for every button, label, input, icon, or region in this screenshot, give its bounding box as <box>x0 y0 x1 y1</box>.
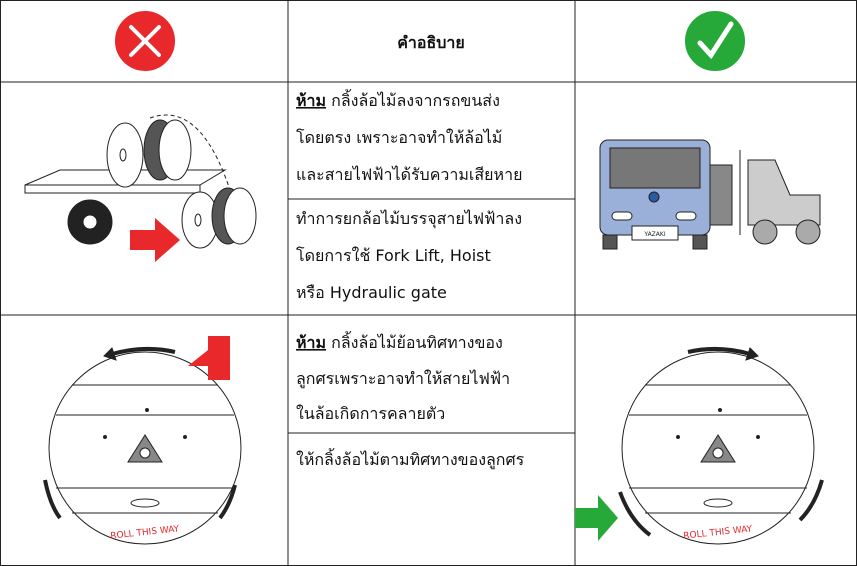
instruction-text: โดยการใช้ Fork Lift, Hoist <box>296 246 491 265</box>
warning-text: ในล้อเกิดการคลายตัว <box>296 404 445 423</box>
truck-forklift-illustration: YAZAKI <box>599 139 821 250</box>
warning-text: โดยตรง เพราะอาจทำให้ล้อไม้ <box>296 128 502 147</box>
instruction-text: ทำการยกล้อไม้บรรจุสายไฟฟ้าลง <box>296 209 522 229</box>
reel-wrong-illustration: ROLL THIS WAY <box>43 336 242 545</box>
header-title: คำอธิบาย <box>397 33 465 52</box>
warning-line: ห้าม กลิ้งล้อไม้ย้อนทิศทางของ <box>296 331 503 352</box>
instruction-text: หรือ Hydraulic gate <box>296 283 447 302</box>
warning-label: ห้าม <box>296 91 326 110</box>
warning-text: กลิ้งล้อไม้ลงจากรถขนส่ง <box>326 89 500 110</box>
correct-icon <box>683 9 747 73</box>
truck-bed-illustration <box>24 114 257 262</box>
warning-text: กลิ้งล้อไม้ย้อนทิศทางของ <box>326 331 503 352</box>
warning-text: ลูกศรเพราะอาจทำให้สายไฟฟ้า <box>296 369 510 389</box>
reel-right-illustration: ROLL THIS WAY <box>575 347 824 545</box>
instruction-text: ให้กลิ้งล้อไม้ตามทิศทางของลูกศร <box>296 448 525 470</box>
warning-label: ห้าม <box>296 333 326 352</box>
warning-line: ห้าม กลิ้งล้อไม้ลงจากรถขนส่ง <box>296 89 500 110</box>
warning-text: และสายไฟฟ้าได้รับความเสียหาย <box>296 165 522 184</box>
truck-label: YAZAKI <box>643 231 665 238</box>
wrong-icon <box>113 9 177 73</box>
